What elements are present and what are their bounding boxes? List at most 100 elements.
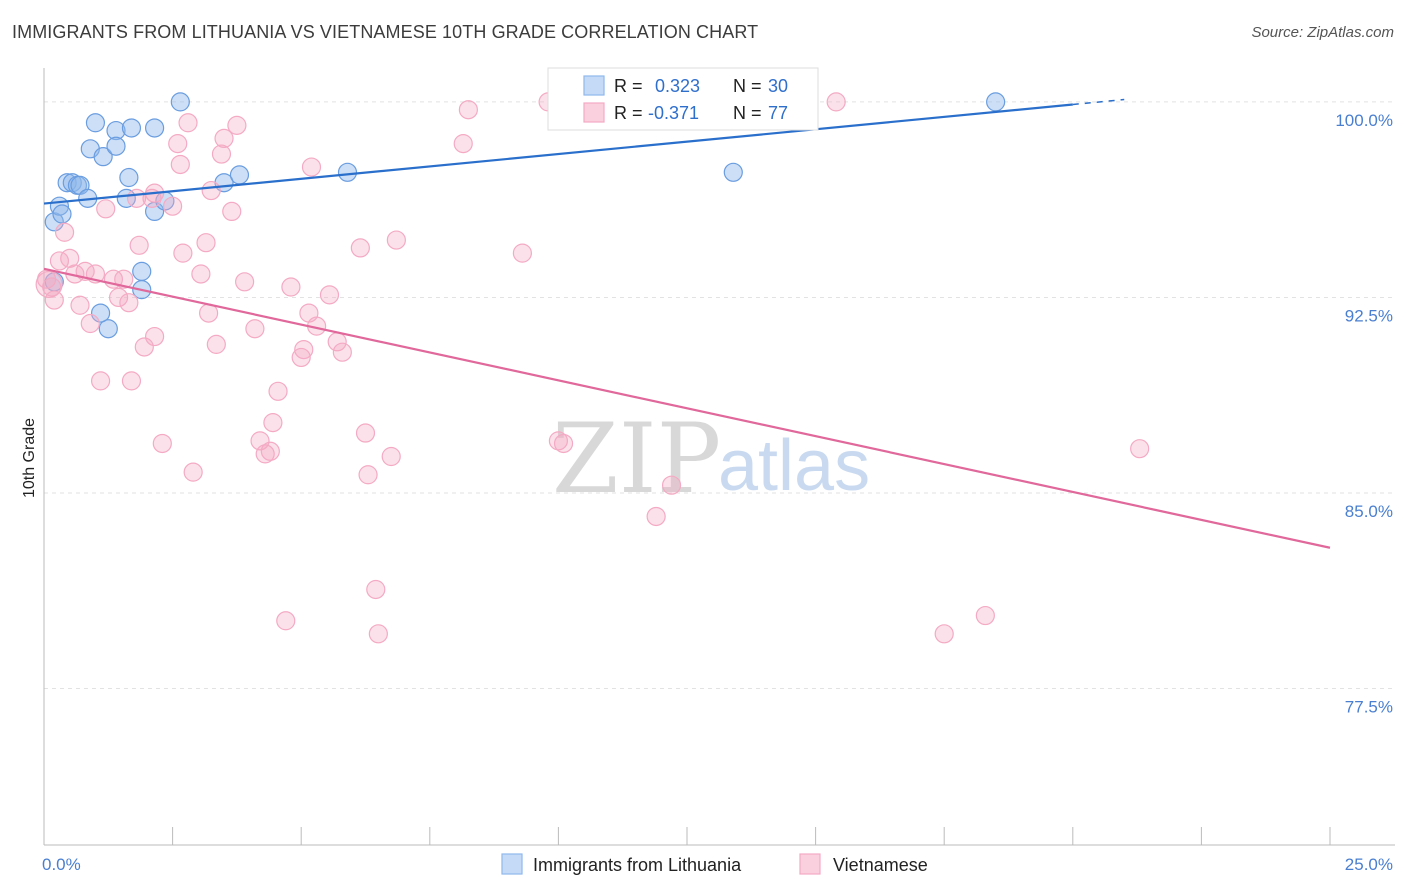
vietnamese-point bbox=[42, 277, 62, 297]
lithuania-point bbox=[62, 173, 82, 193]
vietnamese-point bbox=[163, 196, 183, 216]
vietnamese-point bbox=[201, 180, 221, 201]
axes bbox=[43, 68, 1395, 846]
chart-title: IMMIGRANTS FROM LITHUANIA VS VIETNAMESE … bbox=[12, 22, 759, 42]
vietnamese-point bbox=[129, 235, 149, 255]
vietnamese-point bbox=[294, 339, 314, 360]
vietnamese-point bbox=[453, 134, 473, 154]
vietnamese-point bbox=[114, 269, 134, 289]
vietnamese-point bbox=[1130, 439, 1150, 459]
vietnamese-point bbox=[381, 446, 401, 467]
vietnamese-point bbox=[90, 371, 111, 391]
series-legend-vietnamese: Vietnamese bbox=[833, 855, 928, 875]
legend-r-value-2: -0.371 bbox=[648, 103, 699, 123]
vietnamese-point bbox=[70, 295, 90, 315]
vietnamese-point bbox=[96, 199, 116, 219]
lithuania-point bbox=[52, 204, 72, 224]
vietnamese-point bbox=[548, 431, 569, 451]
vietnamese-point bbox=[661, 475, 682, 495]
lithuania-point bbox=[93, 147, 113, 167]
series-legend-lithuania: Immigrants from Lithuania bbox=[533, 855, 742, 875]
lithuania-point bbox=[170, 92, 190, 112]
lithuania-point bbox=[98, 319, 118, 339]
series-legend-swatch-lithuania bbox=[501, 853, 523, 875]
vietnamese-point bbox=[291, 347, 311, 368]
vietnamese-point bbox=[178, 113, 198, 133]
legend-r-label-2: R = bbox=[614, 103, 643, 123]
vietnamese-point bbox=[183, 462, 203, 482]
vietnamese-point bbox=[121, 371, 142, 391]
lithuania-point bbox=[723, 162, 743, 182]
lithuania-point bbox=[90, 303, 111, 323]
vietnamese-point bbox=[126, 188, 147, 208]
lithuania-point bbox=[132, 261, 152, 281]
vietnamese-point bbox=[332, 342, 352, 362]
series-legend-swatch-vietnamese bbox=[799, 853, 821, 875]
x-tick-label-min: 0.0% bbox=[42, 855, 81, 874]
lithuania-point bbox=[106, 120, 126, 141]
vietnamese-point bbox=[366, 579, 386, 600]
legend-n-label-2: N = bbox=[733, 103, 762, 123]
lithuania-point bbox=[119, 167, 139, 188]
y-tick-label-1: 92.5% bbox=[1345, 306, 1393, 325]
legend-n-label-1: N = bbox=[733, 76, 762, 96]
legend-n-value-2: 77 bbox=[768, 103, 788, 123]
vietnamese-point bbox=[281, 277, 301, 297]
watermark-zip: ZIP bbox=[552, 403, 721, 515]
vietnamese-point bbox=[235, 272, 255, 292]
y-axis-label: 10th Grade bbox=[21, 418, 38, 498]
vietnamese-point bbox=[144, 326, 165, 347]
vietnamese-point bbox=[214, 128, 234, 148]
lithuania-point bbox=[116, 188, 136, 208]
vietnamese-point bbox=[458, 100, 478, 120]
vietnamese-point bbox=[512, 243, 532, 263]
legend-swatch-vietnamese bbox=[583, 102, 605, 123]
vietnamese-point bbox=[119, 293, 139, 313]
vietnamese-point bbox=[227, 115, 247, 135]
vietnamese-point bbox=[222, 201, 242, 222]
vietnamese-point bbox=[80, 313, 100, 334]
lithuania-point bbox=[337, 162, 358, 182]
vietnamese-point bbox=[350, 238, 370, 258]
legend-n-value-1: 30 bbox=[768, 76, 788, 96]
vietnamese-point bbox=[260, 441, 280, 461]
vietnamese-point bbox=[386, 230, 406, 250]
vietnamese-point bbox=[168, 134, 188, 154]
watermark-atlas: atlas bbox=[718, 426, 870, 506]
vietnamese-point bbox=[368, 624, 388, 644]
trend-lines bbox=[43, 98, 1331, 549]
y-tick-label-3: 77.5% bbox=[1345, 698, 1393, 717]
vietnamese-point bbox=[319, 285, 340, 305]
vietnamese-point bbox=[152, 433, 172, 454]
vietnamese-point bbox=[263, 413, 283, 433]
vietnamese-point bbox=[108, 287, 129, 308]
x-tick-label-max: 25.0% bbox=[1345, 855, 1393, 874]
vietnamese-trend-line bbox=[43, 267, 1331, 549]
lithuania-point bbox=[144, 118, 165, 138]
vietnamese-point bbox=[276, 611, 296, 631]
correlation-legend: R = 0.323 N = 30 R = -0.371 N = 77 bbox=[547, 67, 819, 131]
vietnamese-point bbox=[255, 444, 275, 464]
watermark: ZIP atlas bbox=[552, 403, 870, 515]
vietnamese-point bbox=[60, 248, 80, 268]
lithuania-point bbox=[44, 212, 64, 232]
vietnamese-point bbox=[646, 506, 666, 527]
lithuania-point bbox=[121, 118, 142, 138]
vietnamese-point bbox=[826, 92, 846, 112]
lithuania-trend-line bbox=[43, 103, 1073, 205]
legend-swatch-lithuania bbox=[583, 75, 605, 96]
vietnamese-point bbox=[355, 423, 376, 443]
legend-r-value-1: 0.323 bbox=[655, 76, 700, 96]
vietnamese-point bbox=[975, 605, 995, 626]
lithuania-trend-extension bbox=[1072, 98, 1125, 106]
lithuania-point bbox=[85, 113, 106, 133]
vietnamese-point bbox=[211, 144, 232, 164]
lithuania-point bbox=[106, 136, 126, 156]
lithuania-point bbox=[986, 92, 1006, 112]
vietnamese-point bbox=[245, 319, 265, 339]
vietnamese-point bbox=[54, 222, 75, 242]
vietnamese-point bbox=[191, 264, 211, 284]
vietnamese-point bbox=[301, 157, 322, 177]
lithuania-point bbox=[229, 165, 250, 185]
